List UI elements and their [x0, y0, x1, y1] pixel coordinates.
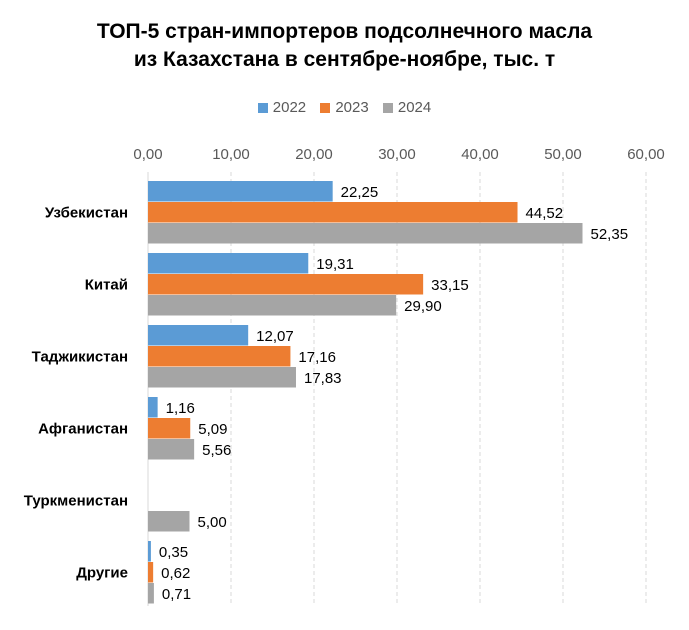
data-label-2024-1: 29,90	[404, 298, 442, 315]
category-label-1: Китай	[85, 276, 128, 293]
data-label-2023-2: 17,16	[298, 349, 336, 366]
data-label-2022-1: 19,31	[316, 256, 354, 273]
bar-2023-3	[148, 418, 191, 439]
category-label-5: Другие	[76, 564, 128, 581]
bar-2024-5	[148, 583, 154, 604]
x-tick-label-5: 50,00	[544, 146, 582, 163]
data-label-2024-5: 0,71	[162, 586, 191, 603]
data-label-2023-1: 33,15	[431, 277, 469, 294]
data-label-2024-0: 52,35	[591, 226, 629, 243]
bar-2022-0	[148, 181, 333, 202]
data-label-2022-2: 12,07	[256, 328, 294, 345]
legend-swatch-2023	[320, 102, 331, 113]
data-label-2022-0: 22,25	[341, 184, 379, 201]
data-label-2024-4: 5,00	[198, 514, 227, 531]
legend-item-2023: 2023	[320, 99, 369, 116]
legend-label-2023: 2023	[335, 99, 369, 116]
bar-2024-4	[148, 511, 190, 532]
x-tick-label-1: 10,00	[212, 146, 250, 163]
legend-label-2024: 2024	[397, 99, 432, 116]
data-label-2024-3: 5,56	[202, 442, 231, 459]
chart-title-line-1: ТОП-5 стран-импортеров подсолнечного мас…	[96, 20, 593, 43]
legend-swatch-2022	[257, 102, 268, 113]
category-label-0: Узбекистан	[45, 204, 128, 221]
bar-2022-2	[148, 325, 249, 346]
bar-2024-2	[148, 367, 296, 388]
data-label-2023-0: 44,52	[526, 205, 564, 222]
chart-title: ТОП-5 стран-импортеров подсолнечного мас…	[0, 18, 689, 74]
bar-2022-3	[148, 397, 158, 418]
data-label-2023-5: 0,62	[161, 565, 190, 582]
bar-2024-3	[148, 439, 195, 460]
data-label-2022-5: 0,35	[159, 544, 188, 561]
legend-item-2022: 2022	[257, 99, 307, 116]
x-tick-label-3: 30,00	[378, 146, 416, 163]
bar-2023-2	[148, 346, 291, 367]
x-tick-label-0: 0,00	[133, 146, 162, 163]
bar-2024-1	[148, 295, 397, 316]
category-label-3: Афганистан	[38, 420, 128, 437]
bar-2022-5	[148, 541, 151, 562]
category-label-4: Туркменистан	[24, 492, 128, 509]
x-tick-label-6: 60,00	[627, 146, 665, 163]
legend: 2022 2023 2024	[0, 99, 689, 117]
category-label-2: Таджикистан	[32, 348, 128, 365]
legend-swatch-2024	[382, 102, 393, 113]
legend-item-2024: 2024	[382, 99, 432, 116]
bar-2023-0	[148, 202, 518, 223]
data-label-2022-3: 1,16	[166, 400, 195, 417]
x-tick-label-4: 40,00	[461, 146, 499, 163]
bar-2024-0	[148, 223, 583, 244]
bar-2023-5	[148, 562, 154, 583]
chart-title-line-2: из Казахстана в сентябре-ноябре, тыс. т	[133, 48, 556, 71]
x-tick-label-2: 20,00	[295, 146, 333, 163]
legend-label-2022: 2022	[272, 99, 307, 116]
data-label-2024-2: 17,83	[304, 370, 342, 387]
bar-2023-1	[148, 274, 424, 295]
bar-2022-1	[148, 253, 309, 274]
data-label-2023-3: 5,09	[198, 421, 227, 438]
